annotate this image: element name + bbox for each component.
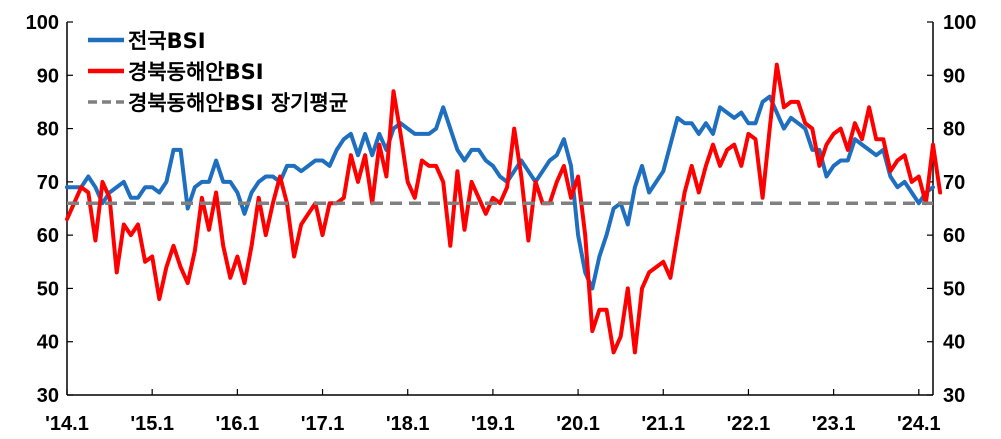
series-line-gyeongbuk-east-coast-bsi [65,62,943,355]
legend-label: 경북동해안BSI 장기평균 [128,91,348,115]
x-tick-label: '21.1 [641,413,685,435]
x-tick-label: '19.1 [471,413,515,435]
x-tick-label: '17.1 [301,413,345,435]
y-tick-label-right: 70 [943,172,965,194]
x-tick-label: '22.1 [727,413,771,435]
x-tick-label: '23.1 [812,413,856,435]
y-tick-label-left: 30 [37,385,59,407]
left-y-axis-ticks: 30 40 50 60 70 80 90 100 [26,12,73,407]
chart-axes [66,22,934,396]
y-tick-label-right: 60 [943,225,965,247]
y-tick-label-left: 50 [37,278,59,300]
legend-label: 전국BSI [128,29,206,53]
y-tick-label-right: 40 [943,332,965,354]
y-tick-label-left: 40 [37,332,59,354]
y-tick-label-left: 100 [26,12,59,34]
x-tick-label: '15.1 [130,413,174,435]
x-tick-label: '16.1 [216,413,260,435]
y-tick-label-left: 70 [37,172,59,194]
y-tick-label-left: 80 [37,119,59,141]
series-lines [65,62,943,355]
y-tick-label-right: 50 [943,278,965,300]
chart-legend: 전국BSI 경북동해안BSI 경북동해안BSI 장기평균 [88,29,348,115]
legend-label: 경북동해안BSI [128,60,264,84]
y-tick-label-right: 80 [943,119,965,141]
y-tick-label-left: 90 [37,65,59,87]
x-axis-ticks: '14.1 '15.1 '16.1 '17.1 '18.1 '19.1 '20.1 '21.1… [45,389,941,435]
x-tick-label: '14.1 [45,413,89,435]
y-tick-label-right: 90 [943,65,965,87]
x-tick-label: '20.1 [556,413,600,435]
y-tick-label-right: 100 [943,12,976,34]
y-tick-label-left: 60 [37,225,59,247]
series-line-national-bsi [65,94,935,291]
x-tick-label: '18.1 [386,413,430,435]
x-tick-label: '24.1 [897,413,941,435]
y-tick-label-right: 30 [943,385,965,407]
right-y-axis-ticks: 30 40 50 60 70 80 90 100 [927,12,976,407]
